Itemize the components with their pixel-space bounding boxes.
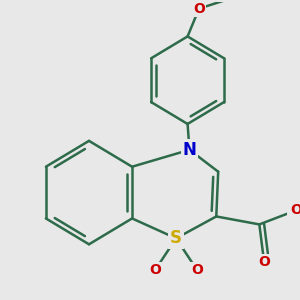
Text: O: O xyxy=(193,2,205,16)
Text: S: S xyxy=(170,229,182,247)
Text: O: O xyxy=(149,263,161,277)
Text: N: N xyxy=(183,141,196,159)
Text: O: O xyxy=(290,203,300,218)
Text: O: O xyxy=(258,255,270,269)
Text: O: O xyxy=(191,263,203,277)
